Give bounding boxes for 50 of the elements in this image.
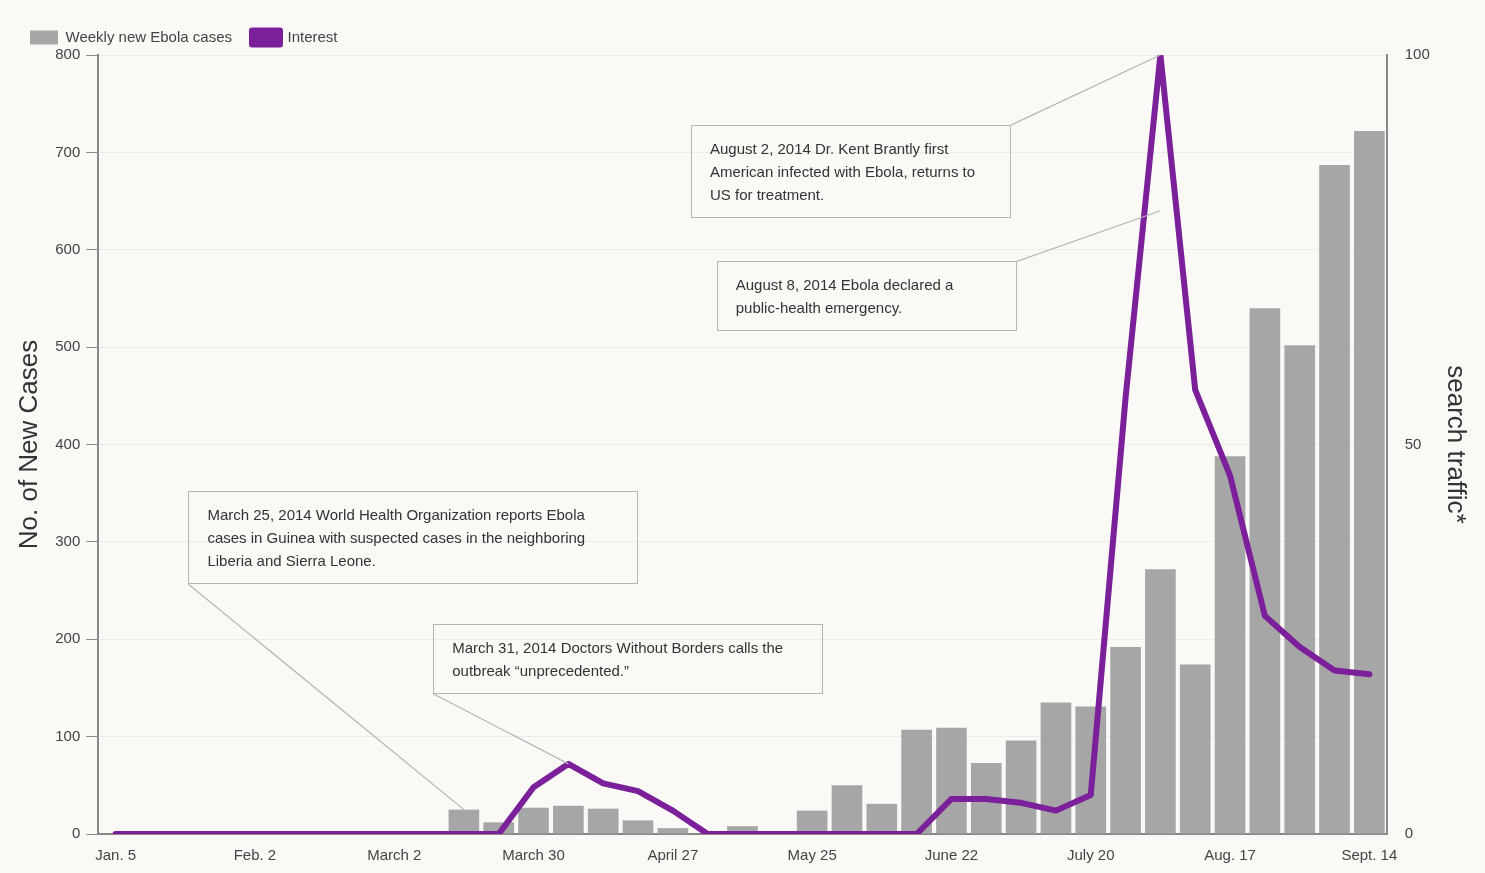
y-tick-label: 500 — [55, 337, 81, 355]
annotation: August 8, 2014 Ebola declared a public-health emergency. — [716, 261, 1017, 332]
bar — [518, 807, 549, 834]
bar — [1145, 569, 1176, 834]
x-tick-label: Sept. 14 — [1341, 846, 1398, 864]
legend-label: Weekly new Ebola cases — [65, 27, 232, 45]
y-tick-label: 400 — [55, 434, 81, 452]
y2-axis-title: search traffic* — [1442, 365, 1473, 524]
x-tick-label: May 25 — [787, 846, 837, 864]
x-tick-label: Jan. 5 — [95, 846, 137, 864]
y-tick-label: 300 — [55, 532, 81, 550]
y-tick-label: 0 — [71, 824, 81, 842]
bar — [970, 762, 1002, 834]
y2-tick-label: 0 — [1404, 824, 1414, 842]
legend-label: Interest — [287, 27, 339, 45]
bar — [587, 808, 619, 834]
bar — [1005, 740, 1037, 834]
annotation: August 2, 2014 Dr. Kent Brantly first American infected with Ebola, returns to US for treatment. — [690, 125, 1011, 219]
x-tick-label: March 30 — [502, 846, 565, 864]
bar — [1110, 647, 1141, 834]
bar — [1319, 165, 1350, 834]
bar — [936, 727, 967, 834]
y-tick-label: 700 — [55, 142, 81, 160]
y-tick-label: 100 — [55, 726, 81, 744]
y-tick-label: 200 — [55, 629, 81, 647]
bar — [1249, 308, 1281, 834]
bar — [1354, 130, 1385, 834]
bar — [901, 729, 932, 834]
x-tick-label: Feb. 2 — [233, 846, 277, 864]
y-tick-label: 600 — [55, 239, 81, 257]
bar — [866, 803, 898, 834]
bar — [1284, 345, 1316, 834]
y-tick-label: 800 — [55, 45, 81, 63]
x-tick-label: April 27 — [647, 846, 699, 864]
x-tick-label: June 22 — [924, 846, 979, 864]
bar — [657, 828, 689, 834]
bar — [1179, 664, 1211, 834]
y-axis-title: No. of New Cases — [12, 339, 43, 550]
bar — [831, 785, 863, 834]
bar — [622, 820, 654, 834]
y2-tick-label: 100 — [1404, 45, 1430, 63]
bar — [1040, 702, 1072, 834]
y2-tick-label: 50 — [1404, 434, 1422, 452]
x-tick-label: July 20 — [1066, 846, 1115, 864]
bar — [553, 805, 584, 834]
annotation: March 25, 2014 World Health Organization reports Ebola cases in Guinea with suspected cases in the neighboring Liberia and Sierra Leone. — [188, 491, 639, 585]
x-tick-label: March 2 — [367, 846, 422, 864]
x-tick-label: Aug. 17 — [1204, 846, 1256, 864]
bar — [1214, 456, 1246, 834]
annotation: March 31, 2014 Doctors Without Borders calls the outbreak “unprecedented.” — [433, 623, 824, 694]
